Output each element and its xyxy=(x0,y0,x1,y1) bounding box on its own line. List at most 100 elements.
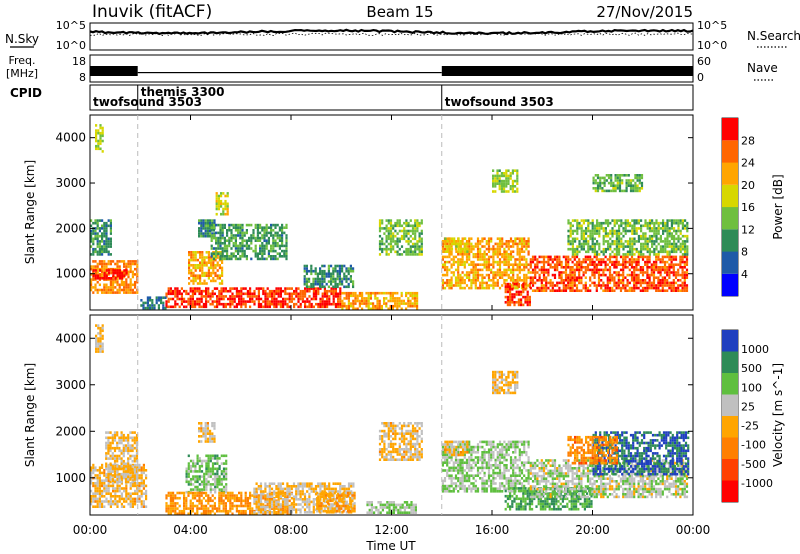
data-cell xyxy=(92,495,95,498)
data-cell xyxy=(474,242,477,246)
data-cell xyxy=(635,250,638,254)
data-cell xyxy=(391,304,394,308)
data-cell xyxy=(668,273,671,277)
data-cell xyxy=(481,273,484,277)
data-cell xyxy=(457,276,460,279)
data-cell xyxy=(96,219,99,222)
data-cell xyxy=(169,289,172,293)
data-cell xyxy=(285,223,288,227)
data-cell xyxy=(378,221,382,225)
data-cell xyxy=(441,263,444,266)
data-cell xyxy=(107,500,110,503)
data-cell xyxy=(207,292,210,296)
data-cell xyxy=(192,470,195,473)
data-cell xyxy=(256,234,259,237)
data-cell xyxy=(580,229,583,233)
data-cell xyxy=(164,306,167,310)
data-cell xyxy=(217,194,220,198)
data-cell xyxy=(661,266,664,269)
data-cell xyxy=(326,302,329,306)
data-cell xyxy=(496,268,499,272)
data-cell xyxy=(518,242,521,246)
data-cell xyxy=(483,253,486,256)
data-cell xyxy=(246,289,249,293)
data-cell xyxy=(123,487,126,490)
data-cell xyxy=(129,283,132,287)
data-cell xyxy=(105,492,108,495)
data-cell xyxy=(567,263,570,266)
data-cell xyxy=(681,247,684,251)
data-cell xyxy=(638,176,641,180)
data-cell xyxy=(264,295,267,298)
data-cell xyxy=(396,291,399,295)
data-cell xyxy=(657,255,660,259)
data-cell xyxy=(198,475,201,478)
data-cell xyxy=(468,255,471,259)
data-cell xyxy=(596,253,599,256)
data-cell xyxy=(103,283,106,287)
data-cell xyxy=(109,441,112,445)
data-cell xyxy=(96,492,99,495)
data-cell xyxy=(172,494,175,497)
data-cell xyxy=(615,245,618,248)
data-cell xyxy=(593,263,596,266)
data-cell xyxy=(464,242,467,246)
data-cell xyxy=(666,229,669,233)
data-cell xyxy=(180,287,183,290)
data-cell xyxy=(98,242,101,246)
data-cell xyxy=(673,250,676,254)
data-cell xyxy=(209,457,212,460)
data-cell xyxy=(198,440,201,443)
data-cell xyxy=(226,247,229,250)
data-cell xyxy=(330,302,333,306)
data-cell xyxy=(222,467,226,471)
data-cell xyxy=(169,491,172,495)
data-cell xyxy=(138,495,141,498)
data-cell xyxy=(672,255,675,259)
data-cell xyxy=(278,239,281,242)
data-cell xyxy=(476,250,480,253)
data-cell xyxy=(242,300,245,303)
data-cell xyxy=(527,240,530,243)
data-cell xyxy=(485,263,488,266)
data-cell xyxy=(679,266,682,269)
data-cell xyxy=(381,237,384,241)
data-cell xyxy=(218,277,221,280)
data-cell xyxy=(503,253,506,256)
data-cell xyxy=(501,276,504,279)
data-cell xyxy=(683,260,686,264)
data-cell xyxy=(376,302,379,305)
data-cell xyxy=(632,187,635,190)
data-cell xyxy=(327,269,330,273)
data-cell xyxy=(114,500,117,503)
data-cell xyxy=(92,250,95,254)
data-cell xyxy=(367,291,370,295)
data-cell xyxy=(585,229,588,233)
data-cell xyxy=(633,232,636,235)
data-cell xyxy=(349,275,352,278)
data-cell xyxy=(389,221,393,225)
data-cell xyxy=(142,479,145,482)
data-cell xyxy=(596,250,599,254)
data-cell xyxy=(492,258,495,261)
data-cell xyxy=(666,281,669,285)
data-cell xyxy=(254,255,257,258)
data-cell xyxy=(107,475,110,479)
data-cell xyxy=(120,288,123,292)
data-cell xyxy=(127,449,130,453)
data-cell xyxy=(265,229,268,232)
data-cell xyxy=(673,242,676,246)
data-cell xyxy=(503,260,506,264)
data-cell xyxy=(652,273,656,277)
data-cell xyxy=(604,286,607,290)
data-cell xyxy=(221,255,224,258)
data-cell xyxy=(323,264,326,268)
data-cell xyxy=(512,242,515,246)
data-cell xyxy=(118,271,122,275)
data-cell xyxy=(105,291,108,294)
data-cell xyxy=(149,304,152,307)
data-cell xyxy=(200,289,203,293)
data-cell xyxy=(214,454,217,458)
data-cell xyxy=(90,245,93,248)
data-cell xyxy=(165,300,168,303)
